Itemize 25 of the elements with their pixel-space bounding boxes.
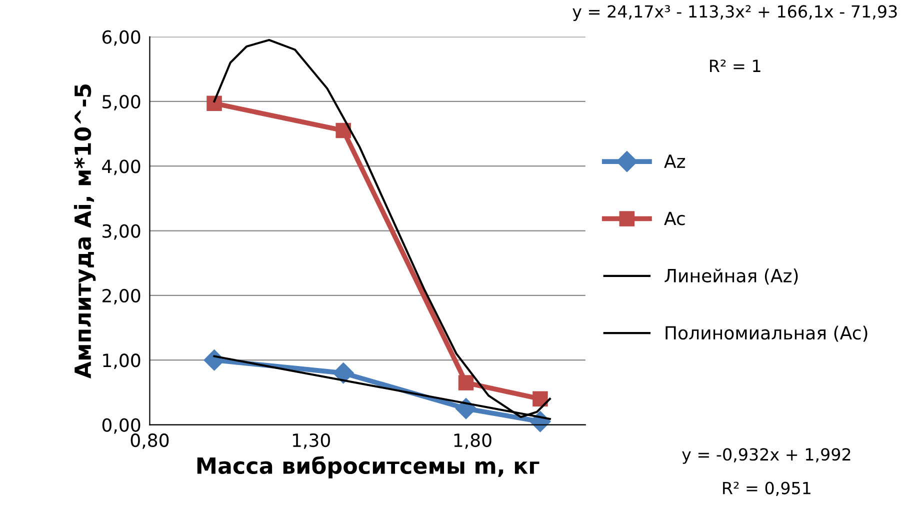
point <box>206 96 222 112</box>
legend-label: Полиномиальная (Ac) <box>666 326 868 342</box>
legend-label: Ac <box>664 212 685 226</box>
legend-label: Az <box>664 154 685 168</box>
y-tick-label: 6,00 <box>102 30 140 46</box>
y-axis-title: Амплитуда Ai, м*10^-5 <box>74 84 96 378</box>
y-tick-label: 4,00 <box>102 160 140 176</box>
x-axis-title: Масса виброситсемы m, кг <box>197 456 540 478</box>
x-tick-label: 1,30 <box>292 433 330 449</box>
y-tick-label: 3,00 <box>102 224 140 240</box>
point <box>332 362 354 384</box>
point <box>532 391 548 407</box>
point <box>458 375 474 390</box>
text: y = 24,17x³ - 113,3x² + 166,1x - 71,93 <box>572 5 897 22</box>
legend-label: Линейная (Az) <box>664 268 798 285</box>
text: R² = 1 <box>710 60 760 72</box>
y-tick-label: 5,00 <box>102 94 140 110</box>
y-tick-label: 2,00 <box>102 288 140 304</box>
y-tick-label: 0,00 <box>102 418 140 434</box>
x-tick-label: 0,80 <box>130 433 169 449</box>
text: R² = 0,951 <box>723 482 810 496</box>
point <box>336 122 351 138</box>
text: y = -0,932x + 1,992 <box>682 448 850 464</box>
x-tick-label: 1,80 <box>454 433 492 449</box>
y-tick-label: 1,00 <box>103 354 140 370</box>
